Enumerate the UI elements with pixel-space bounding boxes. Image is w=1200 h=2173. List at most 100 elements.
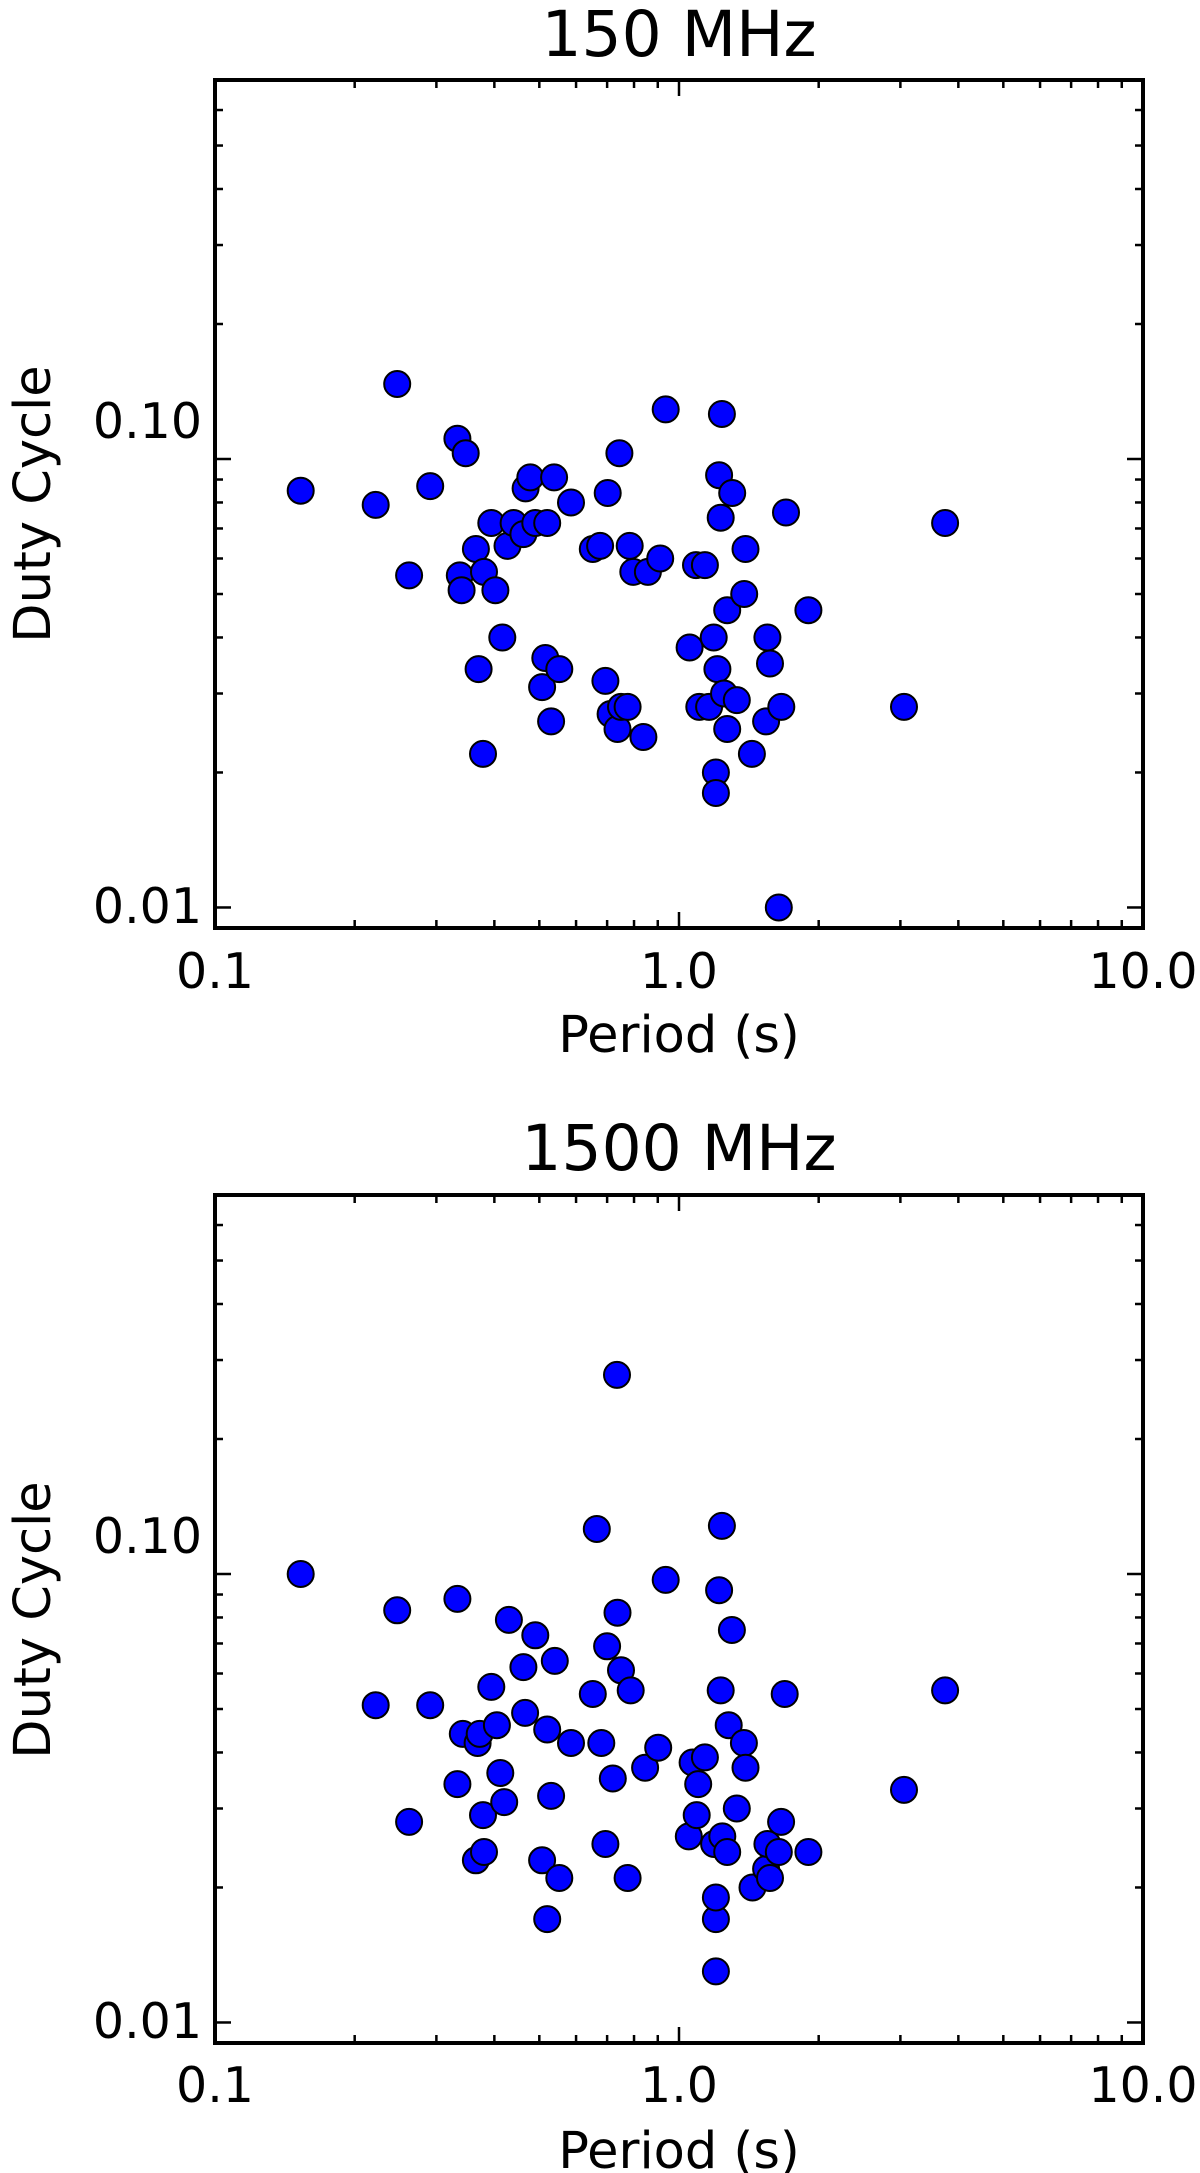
data-point xyxy=(701,1957,730,1986)
y-axis-label: Duty Cycle xyxy=(4,1481,63,1758)
y-tick-label: 0.10 xyxy=(93,1508,202,1565)
panel-1500mhz: 1500 MHz Period (s) Duty Cycle 0.1 1.0 1… xyxy=(4,1112,1198,2173)
data-point xyxy=(361,490,390,519)
data-point xyxy=(598,1764,627,1793)
data-point xyxy=(684,1770,713,1799)
data-point xyxy=(521,1621,550,1650)
data-point xyxy=(651,395,680,424)
chart-title: 1500 MHz xyxy=(521,1112,836,1185)
data-point xyxy=(890,1775,918,1804)
data-point xyxy=(717,1616,746,1644)
data-point xyxy=(629,723,658,751)
data-point xyxy=(603,1360,631,1389)
data-point xyxy=(528,1846,557,1875)
data-point xyxy=(731,535,760,563)
data-point xyxy=(613,692,642,721)
data-point xyxy=(756,649,784,678)
data-point xyxy=(756,1864,784,1892)
data-point xyxy=(464,655,493,684)
plot-frame xyxy=(213,78,1145,930)
data-point xyxy=(931,1676,960,1705)
data-point xyxy=(516,463,545,492)
data-point xyxy=(713,596,742,625)
data-point xyxy=(528,673,557,702)
data-point xyxy=(443,1584,472,1613)
y-tick-label: 0.10 xyxy=(93,393,202,450)
data-point xyxy=(690,551,719,580)
data-point xyxy=(537,707,566,736)
data-point xyxy=(701,1883,730,1912)
data-point xyxy=(772,498,800,527)
data-point xyxy=(416,472,445,501)
data-point xyxy=(286,1560,315,1588)
data-point xyxy=(582,1515,611,1543)
data-point xyxy=(713,1838,742,1866)
data-point xyxy=(675,633,704,662)
data-point xyxy=(477,1672,506,1701)
data-point xyxy=(286,476,315,505)
data-point xyxy=(591,666,620,695)
data-point xyxy=(701,779,730,807)
data-point xyxy=(540,463,569,492)
data-point xyxy=(703,655,732,684)
data-point xyxy=(593,1632,622,1661)
data-point xyxy=(451,439,480,468)
data-point xyxy=(931,509,960,537)
data-point xyxy=(486,1759,515,1787)
data-point xyxy=(593,479,622,507)
data-point xyxy=(578,1680,607,1708)
data-point xyxy=(631,1753,660,1782)
data-point xyxy=(395,561,424,590)
data-point xyxy=(587,1729,616,1757)
data-point xyxy=(545,655,574,684)
x-tick-label: 1.0 xyxy=(640,2057,718,2114)
data-point xyxy=(705,1576,734,1605)
x-tick-label: 10.0 xyxy=(1088,943,1197,1000)
data-point xyxy=(615,531,644,560)
data-point xyxy=(533,1715,562,1744)
data-point xyxy=(605,439,634,468)
x-tick-label: 1.0 xyxy=(640,943,718,1000)
data-point xyxy=(718,479,747,507)
x-axis-label: Period (s) xyxy=(558,2122,800,2173)
data-point xyxy=(469,739,497,768)
data-point xyxy=(890,692,918,721)
data-point xyxy=(470,1838,498,1866)
data-point xyxy=(482,1711,511,1740)
data-point xyxy=(395,1807,424,1836)
data-point xyxy=(722,1794,751,1823)
data-point xyxy=(537,1781,566,1810)
data-point xyxy=(699,623,728,652)
data-point xyxy=(794,1838,823,1866)
data-point xyxy=(764,1838,793,1866)
data-point xyxy=(729,1729,758,1757)
data-point xyxy=(383,1596,412,1625)
data-point xyxy=(767,1807,796,1836)
data-point xyxy=(644,1733,673,1762)
data-point xyxy=(383,370,412,398)
data-point xyxy=(770,1680,799,1708)
data-point xyxy=(443,1770,472,1799)
data-point xyxy=(586,531,615,560)
data-point xyxy=(737,739,766,768)
data-point xyxy=(591,1830,620,1858)
y-axis-label: Duty Cycle xyxy=(4,365,63,642)
plot-frame xyxy=(213,1193,1145,2045)
data-point xyxy=(533,1905,562,1934)
x-tick-label: 0.1 xyxy=(176,2057,254,2114)
data-point xyxy=(488,623,517,652)
data-points xyxy=(286,370,960,922)
y-tick-label: 0.01 xyxy=(93,1993,202,2050)
x-tick-label: 0.1 xyxy=(176,943,254,1000)
data-point xyxy=(416,1691,445,1720)
data-point xyxy=(794,596,823,625)
data-points xyxy=(286,1360,960,1986)
data-point xyxy=(713,715,742,743)
data-point xyxy=(707,1511,736,1540)
data-point xyxy=(722,686,751,715)
data-point xyxy=(509,1653,538,1682)
data-point xyxy=(731,1753,760,1782)
data-point xyxy=(533,509,562,537)
x-tick-label: 10.0 xyxy=(1088,2057,1197,2114)
